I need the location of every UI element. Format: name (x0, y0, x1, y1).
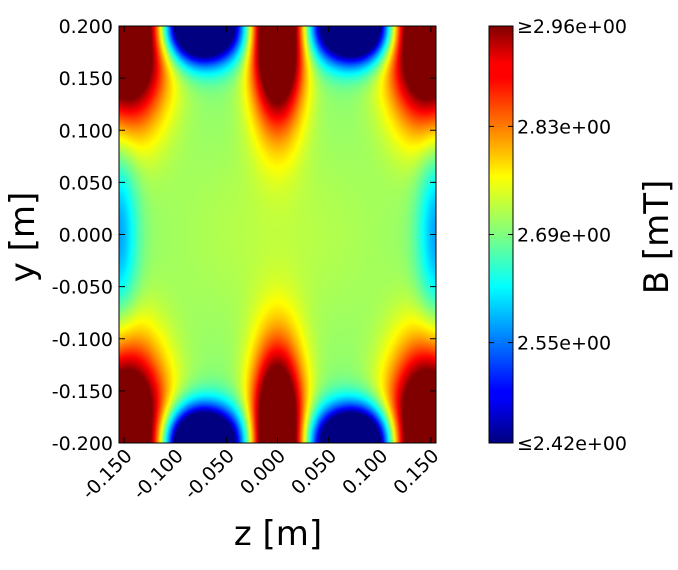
colorbar-tick-label: 2.55e+00 (517, 333, 611, 355)
colorbar-tick-label: ≤2.42e+00 (517, 433, 627, 455)
heatmap-plot (119, 26, 436, 443)
colorbar-label: B [mT] (637, 180, 677, 295)
y-tick-label: -0.050 (52, 277, 113, 299)
y-tick-label: -0.200 (52, 433, 113, 455)
x-tick-label: 0.050 (287, 445, 341, 499)
x-tick-label: -0.050 (180, 445, 239, 504)
x-axis-title: z [m] (234, 514, 322, 554)
y-tick-label: 0.200 (59, 16, 113, 38)
colorbar: ≥2.96e+00 2.83e+00 2.69e+00 2.55e+00 ≤2.42e+… (489, 16, 677, 455)
y-tick-label: 0.100 (59, 120, 113, 142)
y-axis-title: y [m] (3, 192, 43, 283)
x-tick-label: -0.100 (129, 445, 188, 504)
y-tick-label: 0.050 (59, 172, 113, 194)
colorbar-tick-label: ≥2.96e+00 (517, 16, 627, 38)
y-tick-label: -0.100 (52, 329, 113, 351)
y-tick-label: -0.150 (52, 381, 113, 403)
y-tick-label: 0.150 (59, 68, 113, 90)
x-tick-label: 0.150 (389, 445, 443, 499)
heatmap-field-image (119, 26, 436, 443)
x-tick-label: 0.000 (236, 445, 290, 499)
colorbar-tick-label: 2.83e+00 (517, 116, 611, 138)
x-tick-label: 0.100 (338, 445, 392, 499)
y-tick-label: 0.000 (59, 225, 113, 247)
colorbar-tick-label: 2.69e+00 (517, 225, 611, 247)
